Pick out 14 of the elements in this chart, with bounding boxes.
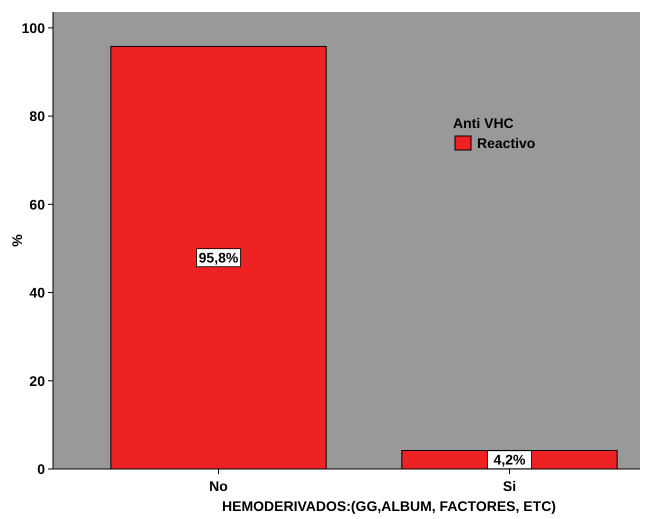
- x-tick-label: No: [209, 478, 228, 494]
- y-tick-label: 20: [29, 372, 46, 389]
- y-tick-label: 40: [29, 284, 46, 301]
- x-axis-title: HEMODERIVADOS:(GG,ALBUM, FACTORES, ETC): [222, 498, 556, 514]
- data-label: 95,8%: [198, 250, 239, 266]
- data-label: 4,2%: [494, 452, 526, 468]
- legend-label: Reactivo: [477, 135, 536, 151]
- y-tick-label: 100: [22, 20, 46, 36]
- y-axis-title: %: [9, 234, 25, 247]
- y-tick-label: 80: [29, 108, 46, 124]
- x-tick-label: Si: [502, 478, 516, 494]
- y-tick-label: 0: [37, 461, 46, 477]
- y-tick-label: 60: [29, 196, 46, 212]
- legend-title: Anti VHC: [453, 115, 514, 131]
